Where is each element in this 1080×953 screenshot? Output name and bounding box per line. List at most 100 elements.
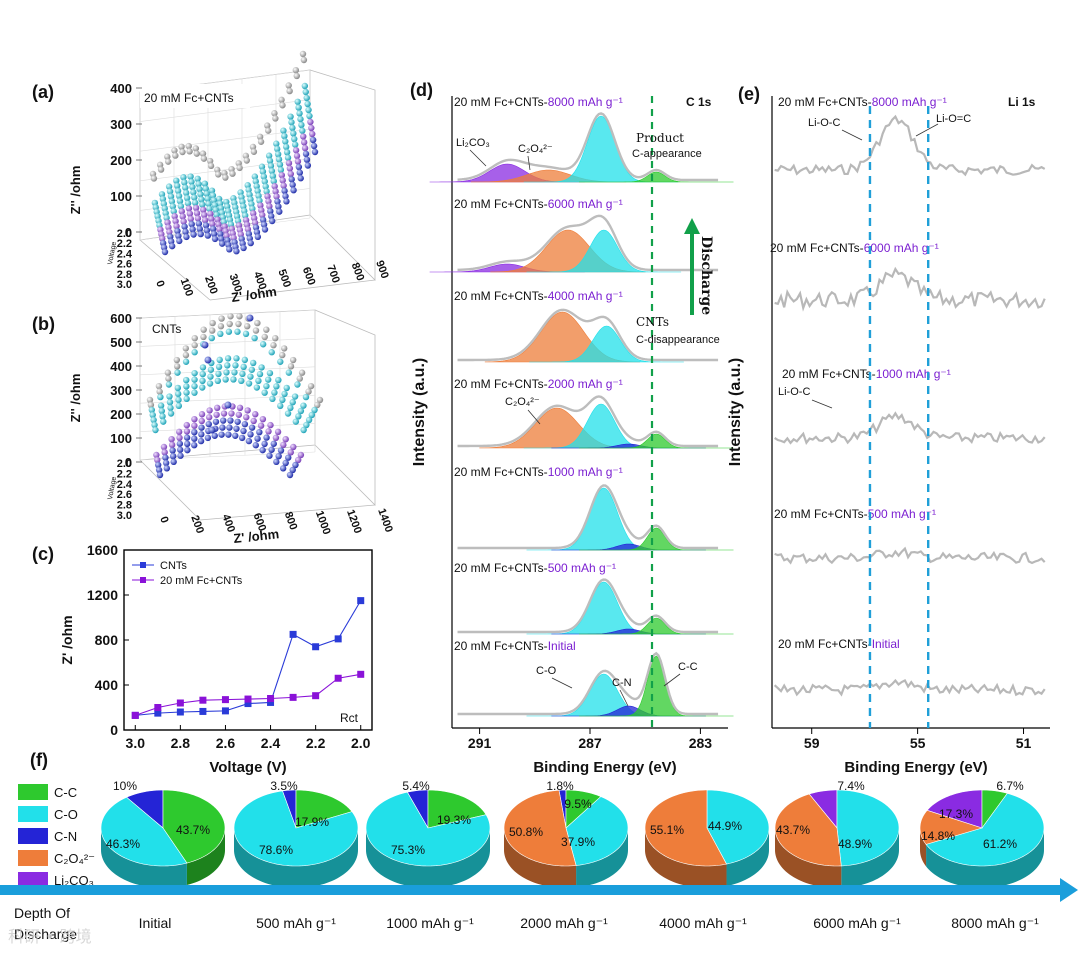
panel-e-spectrum-label: 20 mM Fc+CNTs-1000 mAh g⁻¹ xyxy=(782,367,951,381)
nyquist-point-a xyxy=(276,208,283,215)
a-xtick: 0 xyxy=(153,279,166,289)
xps-peak-c-c xyxy=(578,171,734,183)
nyquist-point-a xyxy=(289,124,296,132)
nyquist-point-b xyxy=(212,418,220,425)
nyquist-point-b xyxy=(217,323,225,330)
nyquist-point-a xyxy=(168,242,176,250)
pie-side-co xyxy=(841,828,899,888)
nyquist-point-b xyxy=(251,334,258,342)
pie-side-co xyxy=(234,828,358,888)
pie-percent-label: 75.3% xyxy=(391,843,425,857)
nyquist-point-b xyxy=(236,404,244,412)
panel-d-title: C 1s xyxy=(686,95,712,109)
panel-e-xtick: 51 xyxy=(1016,735,1032,751)
b-vtick: 2.4 xyxy=(117,479,133,491)
nyquist-point-a xyxy=(193,209,201,217)
a-xtick: 700 xyxy=(324,263,342,284)
panel-c: (c) 0 400 800 1200 1600 3.0 2.8 2.6 2.4 2.2 2.0 C… xyxy=(32,542,373,776)
nyquist-point-b xyxy=(233,355,240,362)
nyquist-point-b xyxy=(270,440,277,447)
nyquist-point-a xyxy=(188,220,195,228)
nyquist-point-a xyxy=(174,227,181,235)
panel-b-label: (b) xyxy=(32,314,55,334)
nyquist-point-b xyxy=(263,326,270,333)
pie-percent-label: 17.3% xyxy=(939,807,973,821)
nyquist-point-b xyxy=(289,356,297,364)
nyquist-point-b xyxy=(239,370,246,378)
nyquist-point-b xyxy=(191,334,198,342)
nyquist-point-a xyxy=(311,148,319,156)
panel-c-point xyxy=(289,630,297,638)
nyquist-point-a xyxy=(306,112,313,120)
nyquist-point-b xyxy=(165,381,173,388)
b-xtick: 200 xyxy=(188,514,206,535)
nyquist-point-b xyxy=(240,427,247,435)
nyquist-point-a xyxy=(304,100,311,108)
panel-c-xlabel: Voltage (V) xyxy=(209,759,286,776)
nyquist-point-b xyxy=(159,413,166,420)
panel-d-label: (d) xyxy=(410,80,433,100)
nyquist-point-a xyxy=(296,110,303,117)
b-vtick: 2.8 xyxy=(117,500,132,512)
pie-slice-cc xyxy=(295,789,353,829)
nyquist-point-a xyxy=(200,155,208,162)
pie-legend-swatch xyxy=(18,872,48,888)
nyquist-point-a xyxy=(167,193,175,200)
xps-peak-c-c xyxy=(578,527,734,551)
xps-envelope xyxy=(457,112,719,182)
nyquist-point-a xyxy=(177,203,185,210)
panel-e-spectrum-label: 20 mM Fc+CNTs-8000 mAh g⁻¹ xyxy=(778,95,947,109)
nyquist-point-b xyxy=(245,380,253,387)
nyquist-point-b xyxy=(285,369,293,376)
nyquist-point-b xyxy=(147,401,155,409)
pie-side-co xyxy=(576,828,628,888)
pie-legend-label: C₂O₄²⁻ xyxy=(54,851,95,866)
annot-c-disappearance: C-disappearance xyxy=(636,334,720,346)
nyquist-point-a xyxy=(175,192,183,200)
nyquist-point-a xyxy=(174,187,182,195)
nyquist-point-a xyxy=(180,218,187,225)
nyquist-point-a xyxy=(282,143,290,151)
nyquist-point-a xyxy=(150,175,158,182)
nyquist-point-b xyxy=(294,381,301,388)
panel-b-vlabel: Voltage xyxy=(107,476,118,500)
panel-d-spectrum-label: 20 mM Fc+CNTs-4000 mAh g⁻¹ xyxy=(454,289,623,303)
nyquist-point-a xyxy=(206,157,214,165)
annot-li2co3: Li₂CO₃ xyxy=(456,137,490,149)
pie-percent-label: 19.3% xyxy=(437,813,471,827)
panel-c-point xyxy=(334,635,342,643)
pie-slice-li2co3 xyxy=(808,789,838,829)
nyquist-point-a xyxy=(285,82,292,89)
pie-percent-label: 50.8% xyxy=(509,825,543,839)
pie-side-c2o4 xyxy=(920,828,927,867)
nyquist-point-b xyxy=(154,461,162,469)
nyquist-point-b xyxy=(170,458,177,466)
nyquist-point-a xyxy=(278,171,286,179)
panel-a: (a) 20 mM Fc+CNTs 400 300 200 100 0 Z'' /ohm… xyxy=(32,50,391,305)
nyquist-point-a xyxy=(267,162,275,170)
nyquist-point-a xyxy=(308,124,315,132)
panel-c-point xyxy=(244,700,252,708)
pie-side-c2o4 xyxy=(504,828,577,888)
pie-legend-label: Li₂CO₃ xyxy=(54,873,94,888)
nyquist-point-a xyxy=(183,233,190,241)
nyquist-point-b xyxy=(287,449,294,456)
nyquist-point-b xyxy=(282,459,289,467)
nyquist-point-a xyxy=(171,147,178,154)
nyquist-point-a xyxy=(204,232,212,239)
panel-c-point xyxy=(154,709,162,717)
nyquist-point-a xyxy=(161,248,169,256)
nyquist-point-b xyxy=(211,432,218,439)
pie-slice-c2o4 xyxy=(503,789,577,867)
nyquist-point-b xyxy=(266,452,273,459)
nyquist-point-b xyxy=(305,388,312,395)
nyquist-point-a xyxy=(272,115,279,122)
nyquist-point-b xyxy=(224,355,232,362)
nyquist-point-b xyxy=(169,452,177,460)
pie-percent-label: 44.9% xyxy=(708,819,742,833)
nyquist-point-b xyxy=(155,382,163,390)
pie-percent-label: 46.3% xyxy=(106,837,140,851)
nyquist-point-a xyxy=(284,154,292,161)
nyquist-point-a xyxy=(264,193,271,200)
nyquist-point-b xyxy=(209,319,216,327)
